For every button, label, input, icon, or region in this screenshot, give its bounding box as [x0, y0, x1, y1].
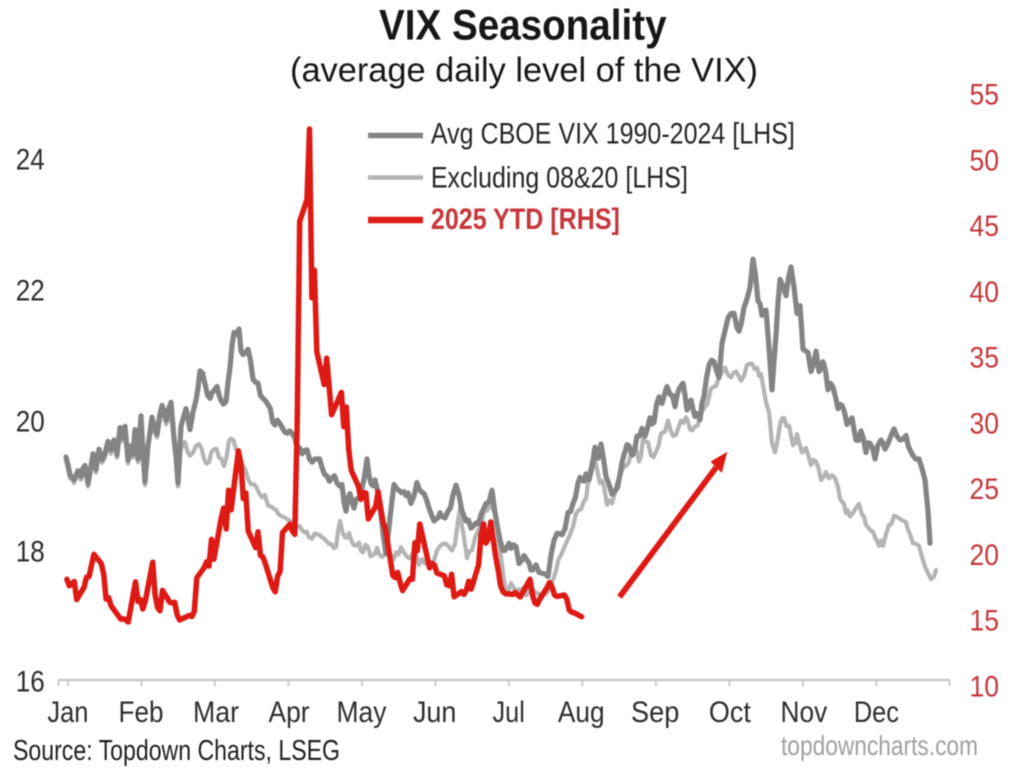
svg-text:16: 16 [16, 666, 45, 699]
svg-text:Jan: Jan [47, 696, 88, 729]
svg-text:Nov: Nov [781, 696, 828, 729]
svg-text:Excluding 08&20 [LHS]: Excluding 08&20 [LHS] [431, 161, 688, 194]
svg-text:18: 18 [16, 536, 45, 569]
svg-text:20: 20 [970, 539, 1000, 572]
svg-text:Feb: Feb [119, 696, 164, 729]
svg-text:Oct: Oct [709, 696, 752, 729]
svg-text:45: 45 [970, 210, 1000, 243]
svg-text:30: 30 [970, 407, 1000, 440]
svg-text:Aug: Aug [558, 696, 605, 729]
svg-text:50: 50 [970, 144, 1000, 177]
svg-text:Sep: Sep [631, 696, 679, 729]
svg-text:25: 25 [970, 473, 1000, 506]
svg-text:Source: Topdown Charts, LSEG: Source: Topdown Charts, LSEG [13, 735, 340, 767]
svg-text:(average daily level of the VI: (average daily level of the VIX) [290, 52, 758, 90]
svg-text:Apr: Apr [269, 696, 310, 729]
svg-text:40: 40 [970, 276, 1000, 309]
svg-text:May: May [337, 696, 387, 729]
svg-text:2025 YTD [RHS]: 2025 YTD [RHS] [431, 203, 620, 236]
svg-text:20: 20 [16, 406, 45, 439]
svg-text:Jul: Jul [493, 696, 525, 729]
svg-text:Mar: Mar [193, 696, 239, 729]
svg-text:55: 55 [970, 79, 1000, 112]
svg-text:Jun: Jun [413, 696, 457, 729]
svg-text:Dec: Dec [854, 696, 899, 729]
svg-text:Avg CBOE VIX 1990-2024 [LHS]: Avg CBOE VIX 1990-2024 [LHS] [431, 117, 795, 150]
svg-text:VIX Seasonality: VIX Seasonality [379, 2, 667, 50]
svg-text:15: 15 [970, 605, 1000, 638]
svg-text:10: 10 [970, 670, 1000, 703]
svg-text:22: 22 [16, 275, 45, 308]
svg-text:35: 35 [970, 342, 1000, 375]
svg-text:24: 24 [16, 144, 45, 177]
svg-text:topdowncharts.com: topdowncharts.com [781, 730, 978, 761]
